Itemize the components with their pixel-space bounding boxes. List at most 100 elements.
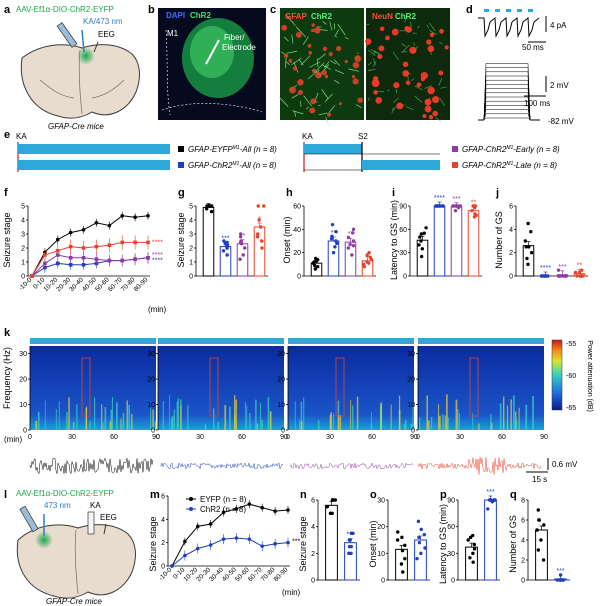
- series-line-ChR2: [171, 537, 289, 567]
- chr2-process: [414, 95, 423, 103]
- ylabel-k: Frequency (Hz): [2, 347, 12, 409]
- ylabel-f: Seizure stage: [2, 212, 12, 267]
- astrocyte-process: [291, 57, 302, 65]
- data-point: [346, 246, 350, 250]
- data-point: [260, 544, 265, 548]
- o-y-tick-label: 0: [381, 578, 385, 585]
- data-point: [400, 535, 404, 540]
- legend-swatch-late-e: [452, 162, 458, 168]
- data-point: [195, 546, 200, 551]
- data-point: [471, 560, 475, 564]
- power-streak: [85, 407, 87, 430]
- bar-ChR2: [344, 542, 357, 581]
- astrocyte-process: [292, 110, 304, 115]
- gfap-cell: [314, 26, 321, 34]
- chr2-process: [368, 49, 376, 57]
- data-point: [234, 507, 239, 511]
- gfap-cell: [311, 23, 315, 27]
- panel-a: a AAV-Ef1α-DIO-ChR2-EYFP KA/473 nm EEG G…: [4, 4, 140, 131]
- spec-2-y-tick-label: 20: [277, 377, 285, 384]
- xunit-m: (min): [282, 588, 301, 597]
- panel-letter-d: d: [466, 4, 473, 16]
- p-y-tick-label: 30: [447, 551, 455, 558]
- region-label-b: M1: [167, 29, 179, 38]
- power-streak: [444, 415, 446, 430]
- data-point: [259, 225, 263, 229]
- protocol-bar-late-e: [362, 160, 440, 170]
- data-point: [247, 502, 252, 506]
- series-line-GFAP-ChR2-Early: [31, 254, 149, 277]
- gfap-cell: [321, 69, 327, 76]
- x-tick-label: 80-90: [273, 566, 290, 583]
- syringe-l: [19, 505, 39, 533]
- scale-mv-label-d: 2 mV: [550, 81, 569, 90]
- scale-s-label-k: 15 s: [532, 475, 547, 484]
- data-point: [580, 268, 584, 272]
- neun-cell: [429, 32, 435, 38]
- data-point: [537, 518, 541, 522]
- power-streak: [229, 406, 231, 430]
- cbar-label-k: Power attenuation (dB): [586, 340, 593, 412]
- bar-EYFP-All: [522, 245, 535, 277]
- power-streak: [72, 422, 75, 430]
- bar-ChR2-Late: [467, 210, 480, 277]
- panel-h: h Onset (min) 0 20 40 60 ** **: [282, 187, 376, 281]
- astrocyte-process: [330, 60, 337, 65]
- p-y-tick-label: 0: [451, 578, 455, 585]
- neun-cell: [377, 54, 383, 60]
- q-y-tick-label: 4: [521, 538, 525, 545]
- panel-letter-f: f: [4, 187, 8, 199]
- data-point: [472, 547, 477, 551]
- panel-letter-b: b: [148, 4, 155, 16]
- data-point: [330, 234, 334, 239]
- data-point: [81, 263, 86, 267]
- data-point: [417, 535, 421, 540]
- power-streak: [235, 399, 238, 430]
- gfap-cell: [322, 46, 328, 51]
- data-point: [238, 240, 243, 245]
- power-streak: [350, 400, 352, 430]
- panel-d: d 4 pA 50 ms 2 mV 100 ms -82 mV: [466, 4, 574, 126]
- spec-1-y-tick-label: 20: [147, 377, 155, 384]
- spec-0-y-tick-label: 0: [23, 428, 27, 435]
- chr2-process: [364, 23, 370, 26]
- power-streak: [299, 419, 301, 430]
- chr2-process: [367, 62, 372, 66]
- power-streak: [525, 404, 528, 430]
- series-line-GFAP-ChR2-Late: [31, 241, 148, 277]
- power-streak: [120, 418, 122, 430]
- astrocyte-process: [355, 104, 362, 109]
- data-point: [419, 254, 424, 259]
- neun-cell: [409, 46, 417, 54]
- neun-cell: [379, 26, 385, 32]
- power-streak: [332, 413, 335, 430]
- spec-1-y-tick-label: 30: [147, 351, 155, 358]
- fiber-track-b: [205, 39, 220, 65]
- power-streak: [426, 395, 429, 430]
- data-point: [466, 538, 470, 542]
- data-point: [349, 531, 354, 536]
- f-y-tick-label: 4: [21, 218, 25, 225]
- h-y-tick-label: 0: [297, 274, 301, 281]
- neun-cell: [364, 38, 372, 45]
- astrocyte-process: [283, 36, 289, 42]
- data-point: [208, 543, 213, 547]
- data-point: [331, 250, 336, 255]
- data-point: [257, 218, 261, 222]
- data-point: [526, 262, 530, 267]
- data-point: [55, 237, 60, 242]
- sig-star: ****: [540, 265, 551, 272]
- g-y-tick-label: 0: [189, 274, 193, 281]
- power-streak: [173, 409, 176, 430]
- sig-star: **: [348, 231, 354, 238]
- data-point: [94, 244, 99, 249]
- data-point: [493, 498, 497, 502]
- astrocyte-process: [291, 34, 294, 44]
- power-streak: [370, 411, 372, 430]
- data-point: [575, 274, 579, 278]
- data-point: [195, 524, 200, 529]
- neun-cell: [373, 90, 378, 95]
- data-point: [474, 213, 479, 218]
- power-streak: [490, 414, 492, 430]
